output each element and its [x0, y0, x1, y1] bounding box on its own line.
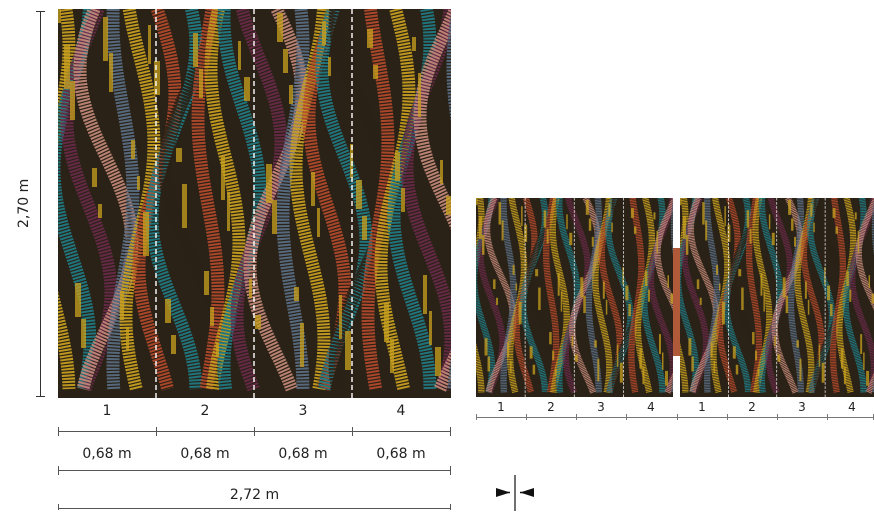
- total-dimension-line-upper: [58, 470, 451, 471]
- repeat-dimension-tick: [576, 414, 577, 420]
- total-dimension-line-lower: [58, 508, 451, 509]
- total-dimension-tick: [58, 466, 59, 475]
- height-dimension-line: [40, 11, 41, 397]
- panel-dimension-tick: [450, 427, 451, 436]
- mural-preview: [58, 9, 451, 398]
- repeat-pattern-right: [680, 198, 874, 397]
- repeat-seam-strip: [673, 248, 680, 356]
- repeat-preview-left: [476, 198, 673, 397]
- panel-number-4: 4: [396, 403, 406, 419]
- repeat-dimension-tick: [526, 414, 527, 420]
- repeat-number: 1: [698, 400, 706, 414]
- panel-number-1: 1: [102, 403, 112, 419]
- repeat-dimension-tick: [777, 414, 778, 420]
- panel-dimension-tick: [156, 427, 157, 436]
- panel-width-4: 0,68 m: [376, 446, 426, 462]
- repeat-number: 4: [647, 400, 655, 414]
- repeat-number: 4: [848, 400, 856, 414]
- mural-pattern: [58, 9, 451, 398]
- panel-number-2: 2: [200, 403, 210, 419]
- height-dimension-tick-bottom: [36, 396, 45, 397]
- height-label: 2,70 m: [16, 178, 32, 228]
- repeat-number: 3: [798, 400, 806, 414]
- panel-number-3: 3: [298, 403, 308, 419]
- panel-dimension-tick: [352, 427, 353, 436]
- total-width-label: 2,72 m: [229, 487, 280, 503]
- repeat-pattern-left: [476, 198, 673, 397]
- repeat-dimension-tick: [476, 414, 477, 420]
- repeat-dimension-tick: [626, 414, 627, 420]
- repeat-dimension-tick: [727, 414, 728, 420]
- butt-joint-arrows-icon: [494, 474, 542, 512]
- total-dimension-tick: [450, 466, 451, 475]
- repeat-number: 2: [748, 400, 756, 414]
- repeat-number: 3: [597, 400, 605, 414]
- total-dimension-tick: [450, 504, 451, 510]
- panel-width-3: 0,68 m: [278, 446, 328, 462]
- panel-dimension-tick: [254, 427, 255, 436]
- repeat-dimension-tick: [827, 414, 828, 420]
- total-dimension-tick: [58, 504, 59, 510]
- repeat-number: 2: [547, 400, 555, 414]
- panel-width-2: 0,68 m: [180, 446, 230, 462]
- repeat-number: 1: [497, 400, 505, 414]
- repeat-preview-right: [680, 198, 874, 397]
- panel-width-1: 0,68 m: [82, 446, 132, 462]
- panel-dimension-tick: [58, 427, 59, 436]
- repeat-dimension-line: [476, 417, 874, 418]
- repeat-dimension-tick: [677, 414, 678, 420]
- height-dimension-tick-top: [36, 11, 45, 12]
